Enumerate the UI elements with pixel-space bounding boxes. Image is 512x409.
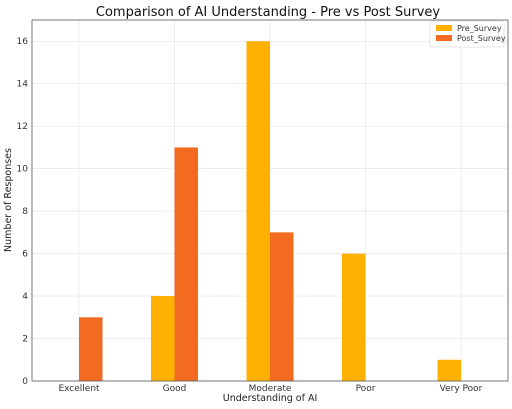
x-axis-label: Understanding of AI	[223, 393, 318, 404]
x-tick-label: Poor	[356, 384, 376, 394]
y-tick-label: 0	[22, 377, 28, 387]
bar-post-survey	[270, 232, 294, 381]
bar-pre-survey	[437, 359, 461, 381]
legend-label: Pre_Survey	[457, 24, 502, 33]
y-tick-label: 4	[22, 292, 28, 302]
y-tick-label: 10	[17, 165, 29, 175]
bar-pre-survey	[342, 253, 366, 381]
x-tick-label: Moderate	[249, 384, 292, 394]
axes	[31, 19, 509, 382]
bar-post-survey	[79, 317, 103, 381]
bar-pre-survey	[151, 296, 175, 381]
y-tick-label: 16	[17, 37, 29, 47]
x-tick-label: Good	[163, 384, 187, 394]
y-axis-label: Number of Responses	[3, 148, 14, 252]
y-tick-label: 8	[22, 207, 28, 217]
y-tick-label: 14	[17, 80, 29, 90]
bar-post-survey	[174, 147, 198, 381]
y-tick-label: 12	[17, 122, 28, 132]
y-tick-labels: 0 2 4 6 8 10 12 14 16	[17, 37, 29, 387]
x-tick-label: Very Poor	[440, 384, 483, 394]
plot-frame	[31, 19, 509, 382]
x-tick-label: Excellent	[58, 384, 100, 394]
legend-swatch	[436, 25, 452, 31]
bars	[79, 41, 461, 382]
chart-title: Comparison of AI Understanding - Pre vs …	[96, 5, 440, 20]
x-tick-labels: Excellent Good Moderate Poor Very Poor	[58, 384, 482, 394]
legend-label: Post_Survey	[457, 34, 506, 43]
y-tick-label: 2	[22, 335, 28, 345]
y-tick-label: 6	[22, 250, 28, 260]
bar-pre-survey	[246, 41, 270, 382]
legend-swatch	[436, 35, 452, 41]
